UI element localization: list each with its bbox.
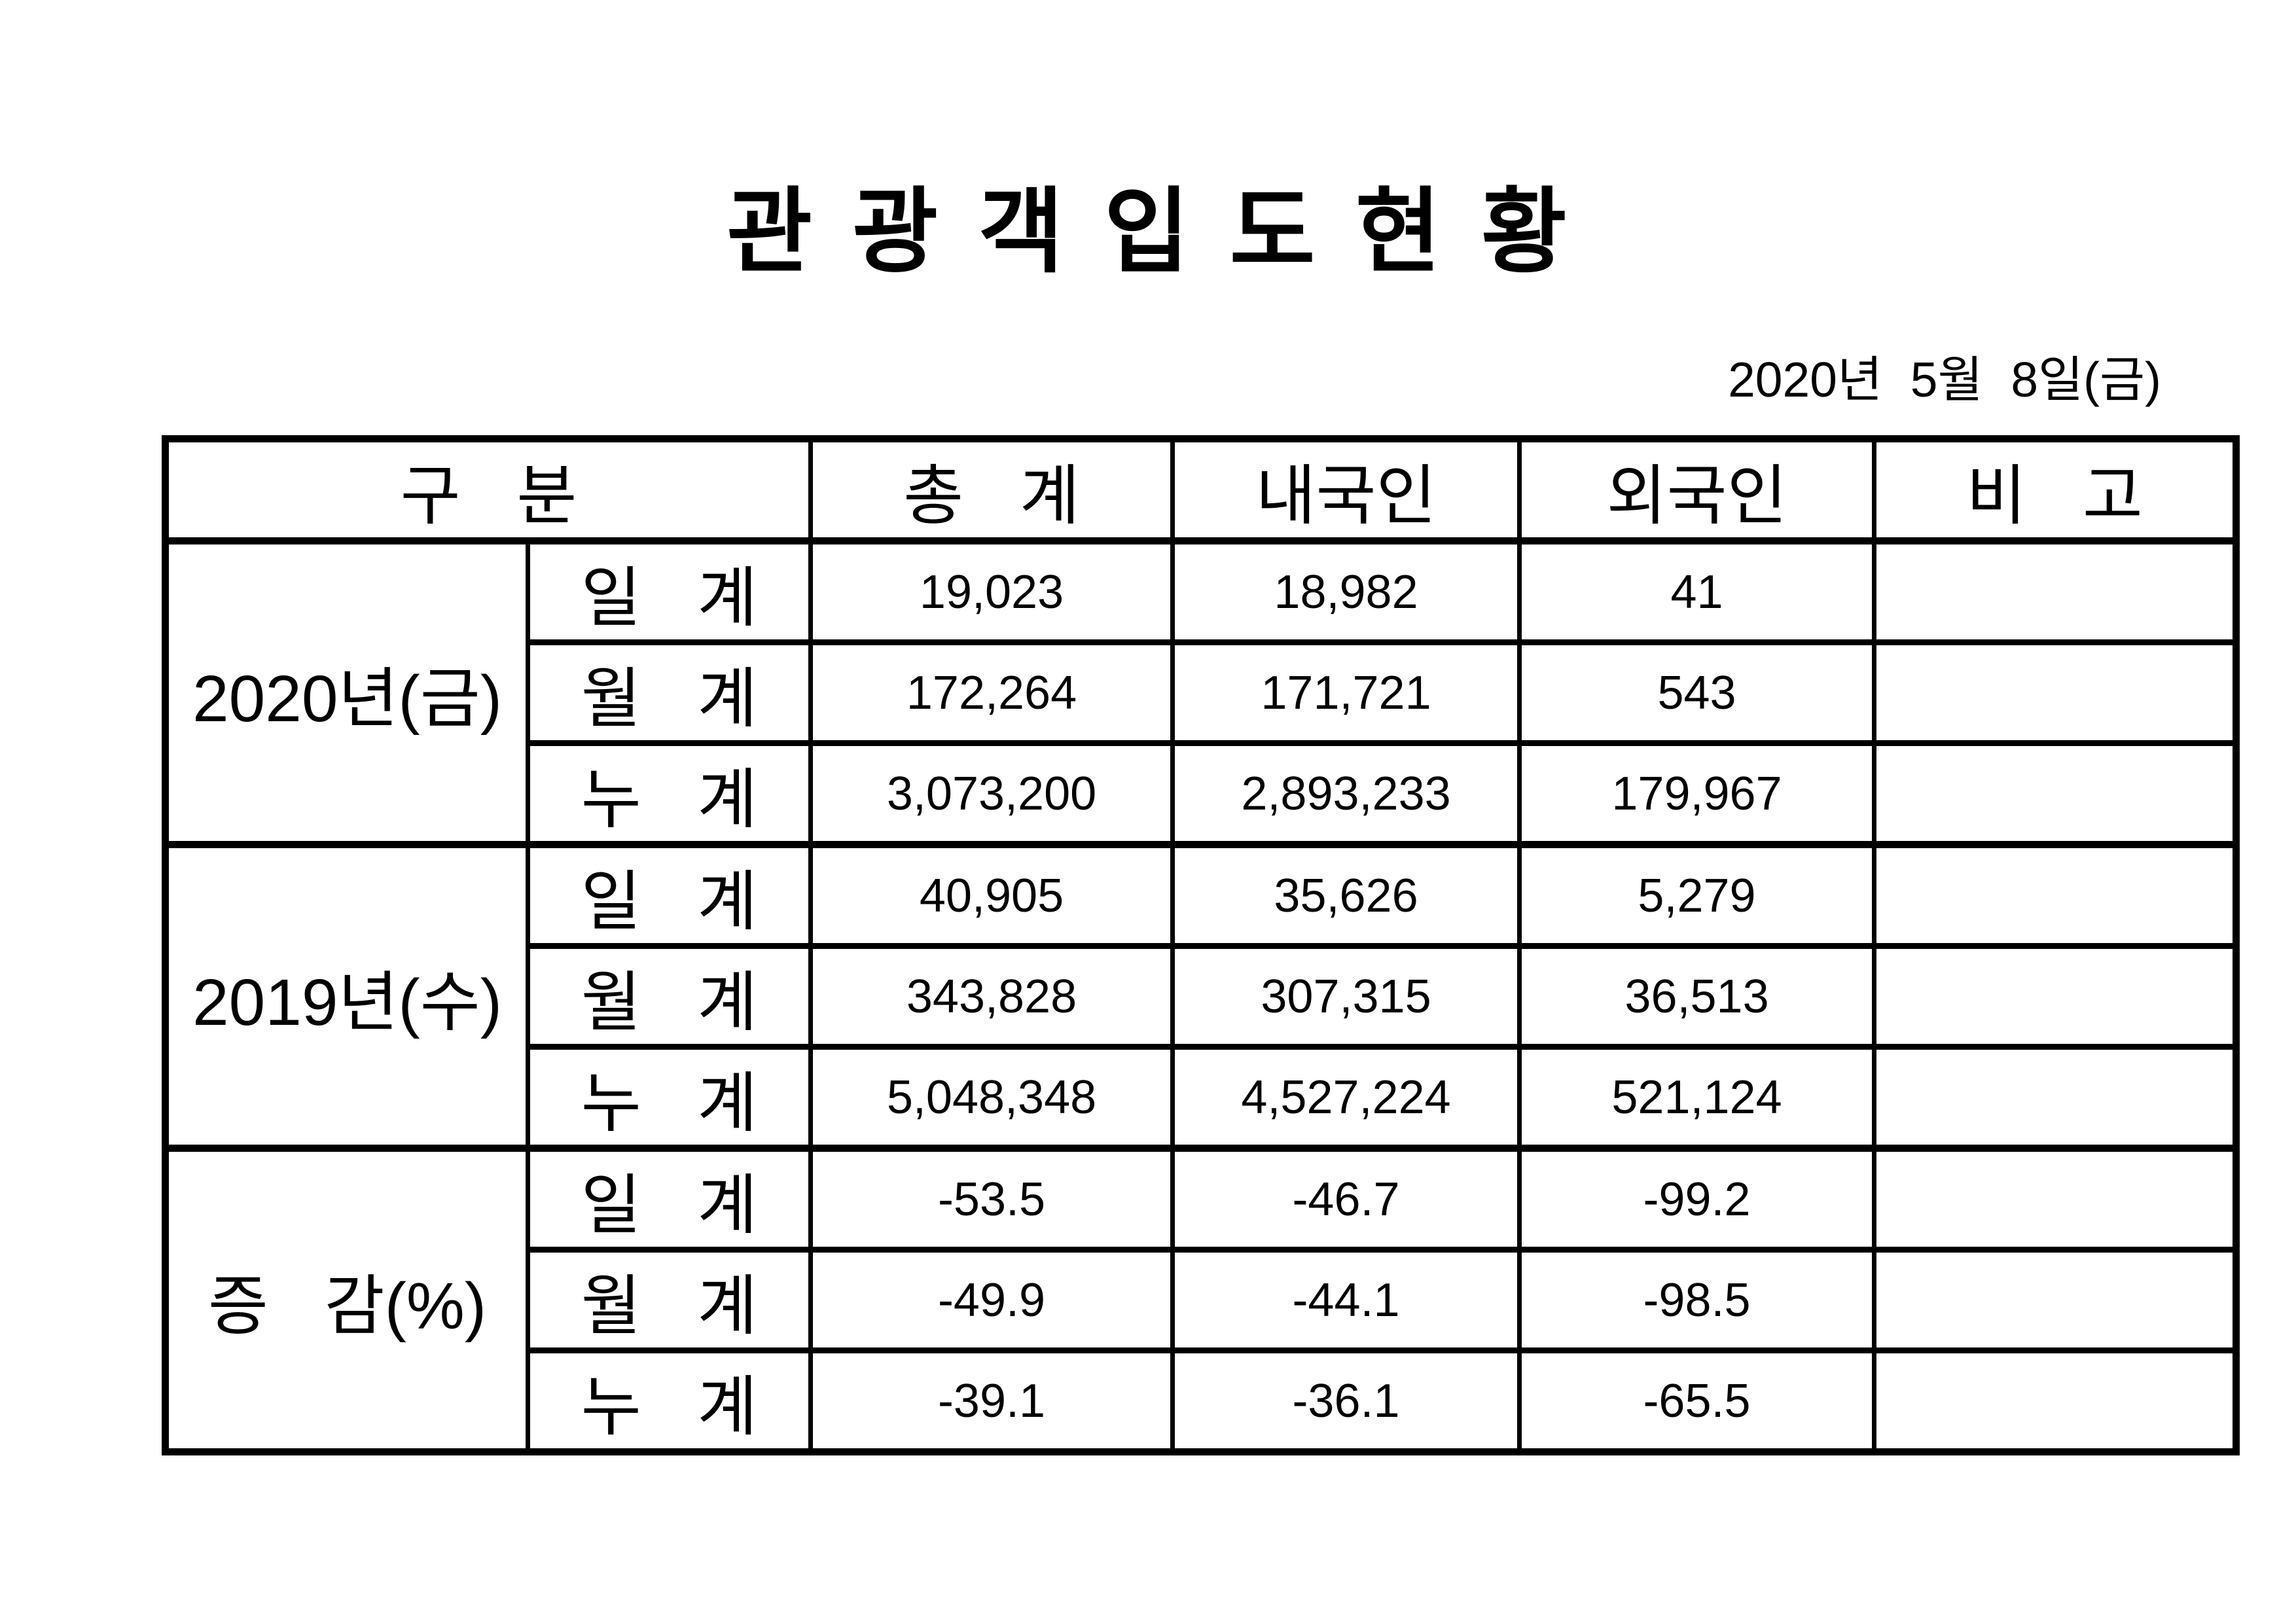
remarks-cell: [1872, 841, 2239, 949]
foreign-cell: 41: [1517, 537, 1877, 645]
row-label: 누 계: [525, 1044, 814, 1151]
table-row: 누 계 3,073,200 2,893,233 179,967: [166, 740, 2239, 847]
remarks-cell: [1872, 1044, 2239, 1151]
total-cell: 343,828: [808, 943, 1175, 1050]
remarks-cell: [1872, 943, 2239, 1050]
row-label: 일 계: [525, 537, 814, 645]
foreign-cell: -99.2: [1517, 1145, 1877, 1253]
domestic-cell: 4,527,224: [1170, 1044, 1522, 1151]
remarks-cell: [1872, 1347, 2239, 1455]
total-cell: 40,905: [808, 841, 1175, 949]
total-cell: -53.5: [808, 1145, 1175, 1253]
header-row: 구 분 총 계 내국인 외국인 비 고: [162, 436, 2239, 544]
group-label-2020: 2020년(금): [163, 537, 530, 847]
row-label: 일 계: [525, 1145, 814, 1253]
domestic-cell: -36.1: [1170, 1347, 1522, 1455]
foreign-cell: 543: [1517, 639, 1877, 746]
header-remarks: 비 고: [1872, 436, 2239, 544]
total-cell: 172,264: [808, 639, 1175, 746]
foreign-cell: -98.5: [1517, 1247, 1877, 1353]
domestic-cell: 18,982: [1170, 537, 1522, 645]
foreign-cell: 179,967: [1517, 740, 1877, 847]
remarks-cell: [1872, 740, 2239, 847]
tourist-stats-table: 구 분 총 계 내국인 외국인 비 고 2020년(금) 일 계 19,023 …: [162, 435, 2240, 1455]
remarks-cell: [1872, 1145, 2239, 1253]
group-label-2019: 2019년(수): [163, 841, 530, 1151]
table-row: 증 감(%) 일 계 -53.5 -46.7 -99.2: [163, 1145, 2239, 1455]
page-title: 관 광 객 입 도 현 황: [726, 180, 1570, 284]
foreign-cell: 5,279: [1517, 841, 1877, 949]
row-label: 일 계: [525, 841, 814, 949]
remarks-cell: [1872, 537, 2239, 645]
total-cell: -39.1: [808, 1347, 1175, 1455]
header-foreign: 외국인: [1517, 436, 1877, 544]
header-domestic: 내국인: [1170, 436, 1522, 544]
table-row: 누 계 -39.1 -36.1 -65.5: [166, 1347, 2239, 1455]
table-row: 누 계 5,048,348 4,527,224 521,124: [166, 1044, 2239, 1151]
table-row: 2020년(금) 일 계 19,023 18,982 41: [163, 537, 2239, 847]
domestic-cell: 307,315: [1170, 943, 1522, 1050]
group-label-change-pct: 증 감(%): [163, 1145, 530, 1455]
domestic-cell: -46.7: [1170, 1145, 1522, 1253]
foreign-cell: 36,513: [1517, 943, 1877, 1050]
foreign-cell: 521,124: [1517, 1044, 1877, 1151]
domestic-cell: 2,893,233: [1170, 740, 1522, 847]
table-row: 2019년(수) 일 계 40,905 35,626 5,279: [163, 841, 2239, 1151]
remarks-cell: [1872, 1247, 2239, 1353]
domestic-cell: 35,626: [1170, 841, 1522, 949]
row-label: 월 계: [525, 1247, 814, 1353]
remarks-cell: [1872, 639, 2239, 746]
row-label: 누 계: [525, 1347, 814, 1455]
foreign-cell: -65.5: [1517, 1347, 1877, 1455]
table-row: 월 계 172,264 171,721 543: [166, 639, 2239, 746]
total-cell: 3,073,200: [808, 740, 1175, 847]
report-date: 2020년 5월 8일(금): [1728, 352, 2161, 407]
row-label: 누 계: [525, 740, 814, 847]
total-cell: 5,048,348: [808, 1044, 1175, 1151]
table-row: 월 계 343,828 307,315 36,513: [166, 943, 2239, 1050]
total-cell: -49.9: [808, 1247, 1175, 1353]
domestic-cell: -44.1: [1170, 1247, 1522, 1353]
header-category: 구 분: [162, 436, 814, 544]
row-label: 월 계: [525, 639, 814, 746]
table-row: 월 계 -49.9 -44.1 -98.5: [166, 1247, 2239, 1353]
row-label: 월 계: [525, 943, 814, 1050]
header-total: 총 계: [808, 436, 1175, 544]
total-cell: 19,023: [808, 537, 1175, 645]
domestic-cell: 171,721: [1170, 639, 1522, 746]
